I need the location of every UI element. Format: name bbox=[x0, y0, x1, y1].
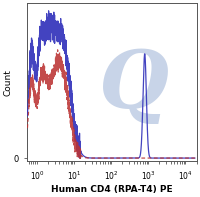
X-axis label: Human CD4 (RPA-T4) PE: Human CD4 (RPA-T4) PE bbox=[51, 185, 173, 193]
Y-axis label: Count: Count bbox=[3, 69, 12, 96]
Text: Q: Q bbox=[99, 47, 169, 124]
